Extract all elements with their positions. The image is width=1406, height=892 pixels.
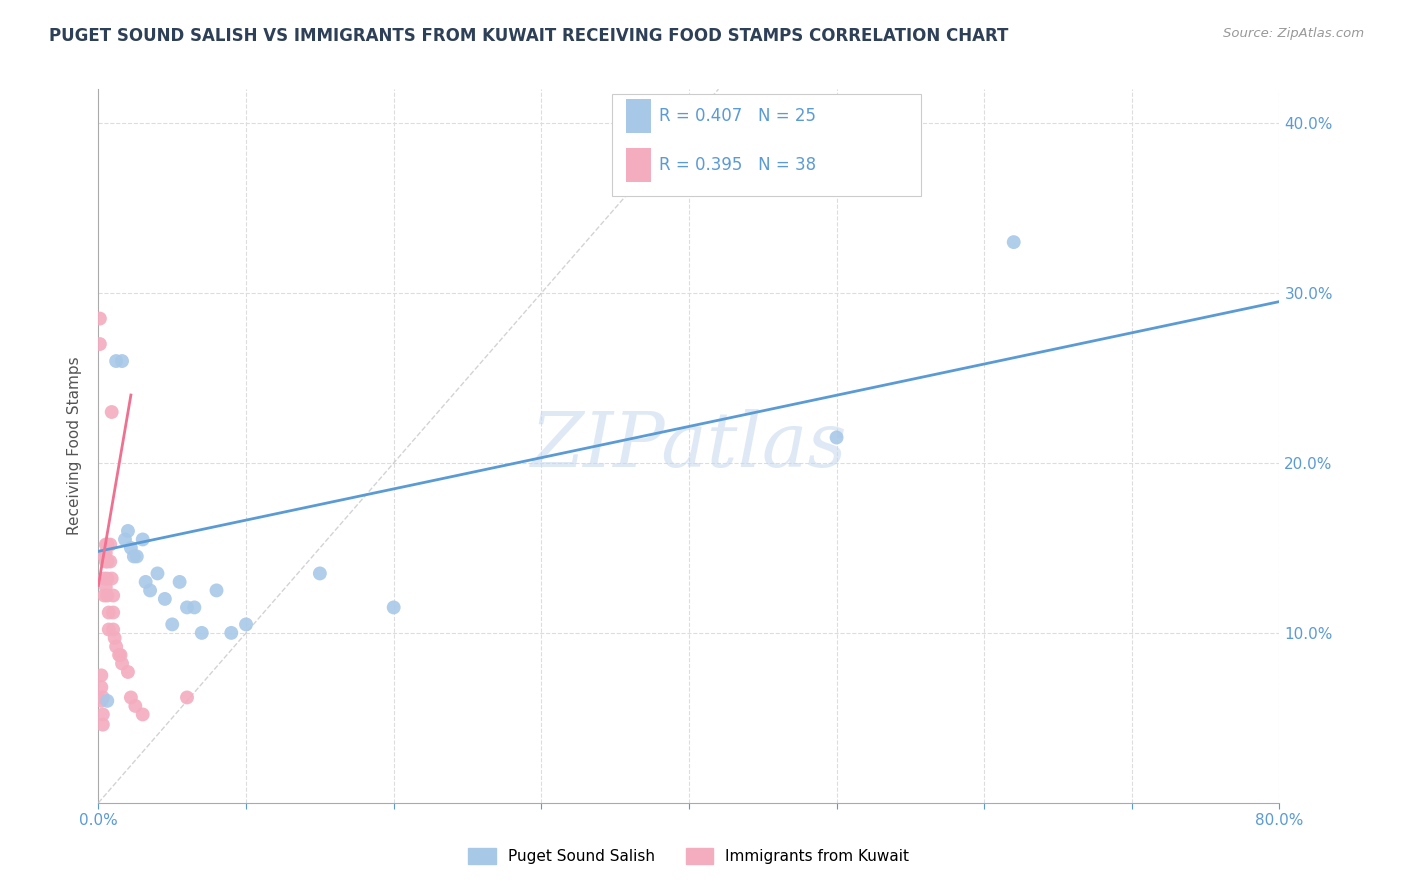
Point	[382, 600, 405, 615]
Point	[120, 541, 142, 555]
Y-axis label: Receiving Food Stamps: Receiving Food Stamps	[67, 357, 83, 535]
Point	[1002, 235, 1025, 249]
Point	[111, 354, 134, 368]
Point	[91, 717, 114, 731]
Text: ZIPatlas: ZIPatlas	[530, 409, 848, 483]
Point	[90, 668, 112, 682]
Point	[114, 533, 136, 547]
Point	[825, 430, 848, 444]
Point	[93, 572, 115, 586]
Point	[90, 694, 112, 708]
Point	[105, 354, 128, 368]
Point	[124, 698, 146, 713]
Point	[117, 524, 139, 538]
Point	[103, 623, 125, 637]
Point	[89, 337, 111, 351]
Text: PUGET SOUND SALISH VS IMMIGRANTS FROM KUWAIT RECEIVING FOOD STAMPS CORRELATION C: PUGET SOUND SALISH VS IMMIGRANTS FROM KU…	[49, 27, 1008, 45]
Point	[183, 600, 205, 615]
Point	[100, 405, 122, 419]
Point	[205, 583, 228, 598]
Point	[96, 572, 118, 586]
Point	[98, 555, 121, 569]
Point	[93, 589, 115, 603]
Point	[117, 665, 139, 679]
Point	[91, 707, 114, 722]
Point	[89, 311, 111, 326]
Point	[100, 572, 122, 586]
Point	[219, 626, 242, 640]
Point	[103, 606, 125, 620]
Point	[94, 546, 117, 560]
Point	[94, 537, 117, 551]
Point	[169, 574, 191, 589]
Point	[235, 617, 257, 632]
Point	[132, 533, 155, 547]
Point	[105, 640, 128, 654]
Text: R = 0.407   N = 25: R = 0.407 N = 25	[659, 107, 817, 125]
Point	[125, 549, 148, 564]
Point	[90, 680, 112, 694]
Point	[110, 648, 132, 662]
Point	[162, 617, 183, 632]
Text: Source: ZipAtlas.com: Source: ZipAtlas.com	[1223, 27, 1364, 40]
Point	[309, 566, 332, 581]
Text: R = 0.395   N = 38: R = 0.395 N = 38	[659, 156, 817, 174]
Point	[97, 606, 120, 620]
Point	[97, 623, 120, 637]
Point	[153, 591, 176, 606]
Point	[146, 566, 169, 581]
Point	[96, 555, 118, 569]
Point	[93, 549, 115, 564]
Point	[111, 657, 134, 671]
Point	[104, 631, 127, 645]
Legend: Puget Sound Salish, Immigrants from Kuwait: Puget Sound Salish, Immigrants from Kuwa…	[463, 842, 915, 871]
Point	[94, 555, 117, 569]
Point	[91, 690, 114, 705]
Point	[108, 648, 131, 662]
Point	[135, 574, 157, 589]
Point	[98, 537, 121, 551]
Point	[176, 600, 198, 615]
Point	[120, 690, 142, 705]
Point	[96, 537, 118, 551]
Point	[122, 549, 145, 564]
Point	[191, 626, 214, 640]
Point	[132, 707, 155, 722]
Point	[94, 580, 117, 594]
Point	[139, 583, 162, 598]
Point	[96, 694, 118, 708]
Point	[103, 589, 125, 603]
Point	[176, 690, 198, 705]
Point	[96, 589, 118, 603]
